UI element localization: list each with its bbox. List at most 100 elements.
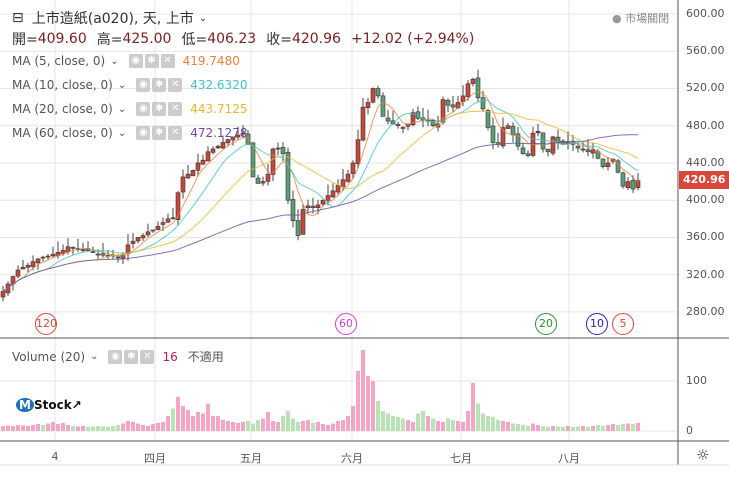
volume-bar xyxy=(366,376,370,431)
gear-icon[interactable]: ✱ xyxy=(152,102,167,116)
price-tick-label: 400.00 xyxy=(686,193,725,207)
period-marker-20[interactable]: 20 xyxy=(535,313,557,335)
volume-bar xyxy=(286,411,290,431)
period-marker-60[interactable]: 60 xyxy=(335,313,357,335)
volume-label: Volume (20) xyxy=(12,349,86,364)
gear-icon[interactable]: ✱ xyxy=(144,54,159,68)
gear-icon[interactable]: ✱ xyxy=(152,126,167,140)
period-marker-10[interactable]: 10 xyxy=(586,313,608,335)
ma-value: 432.6320 xyxy=(190,78,248,92)
candle-up xyxy=(590,149,596,154)
chevron-down-icon[interactable]: ⌄ xyxy=(117,127,127,139)
volume-bar xyxy=(411,422,415,431)
time-tick-label: 六月 xyxy=(341,452,363,465)
eye-icon[interactable]: ◉ xyxy=(136,126,151,140)
close-icon[interactable]: ✕ xyxy=(160,54,175,68)
volume-bar xyxy=(596,425,600,431)
volume-bar xyxy=(351,406,355,431)
ma-60-legend[interactable]: MA (60, close, 0) ⌄ ◉ ✱ ✕ 472.1278 xyxy=(12,126,247,140)
volume-bar xyxy=(601,426,605,431)
volume-bar xyxy=(211,416,215,431)
volume-bar xyxy=(231,422,235,431)
close-icon[interactable]: ✕ xyxy=(168,126,183,140)
volume-bar xyxy=(546,427,550,431)
square-minus-icon[interactable]: ⊟ xyxy=(12,10,24,26)
chevron-down-icon[interactable]: ⌄ xyxy=(110,55,119,67)
ma-value: 419.7480 xyxy=(182,54,240,68)
volume-bar xyxy=(116,425,120,431)
close-icon[interactable]: ✕ xyxy=(168,78,183,92)
gear-icon[interactable]: ✱ xyxy=(124,349,139,364)
candle-up xyxy=(135,237,141,242)
ma-20-legend[interactable]: MA (20, close, 0) ⌄ ◉ ✱ ✕ 443.7125 xyxy=(12,102,247,116)
ma-5-legend[interactable]: MA (5, close, 0) ⌄ ◉ ✱ ✕ 419.7480 xyxy=(12,54,240,68)
ma-label: MA (10, close, 0) xyxy=(12,78,113,92)
volume-bar xyxy=(371,381,375,431)
eye-icon[interactable]: ◉ xyxy=(136,102,151,116)
ma-value: 443.7125 xyxy=(190,102,248,116)
chevron-down-icon[interactable]: ⌄ xyxy=(198,12,208,24)
price-tick-label: 320.00 xyxy=(686,267,725,281)
volume-bar xyxy=(626,423,630,431)
candle-up xyxy=(305,205,311,209)
candle-up xyxy=(410,112,416,125)
volume-bar xyxy=(36,424,40,431)
close-icon[interactable]: ✕ xyxy=(140,349,155,364)
volume-bar xyxy=(301,421,305,431)
volume-bar xyxy=(451,420,455,431)
candle-down xyxy=(480,97,486,110)
volume-bar xyxy=(476,403,480,431)
volume-bar xyxy=(171,408,175,431)
volume-bar xyxy=(296,422,300,431)
period-marker-120[interactable]: 120 xyxy=(35,313,57,335)
candle-up xyxy=(140,235,146,239)
chevron-down-icon[interactable]: ⌄ xyxy=(117,79,127,91)
period-marker-5[interactable]: 5 xyxy=(612,313,634,335)
candle-up xyxy=(80,249,86,251)
candle-up xyxy=(180,176,186,193)
close-icon[interactable]: ✕ xyxy=(168,102,183,116)
price-tick-label: 600.00 xyxy=(686,7,725,20)
volume-bar xyxy=(471,383,475,431)
settings-gear-icon[interactable]: ☼ xyxy=(696,446,710,464)
candle-up xyxy=(155,225,161,230)
volume-bar xyxy=(306,420,310,431)
time-tick-label: 四月 xyxy=(144,452,166,465)
candle-down xyxy=(95,253,101,256)
candle-down xyxy=(525,153,531,156)
candle-up xyxy=(365,102,371,108)
volume-bar xyxy=(181,406,185,431)
gear-icon[interactable]: ✱ xyxy=(152,78,167,92)
volume-bar xyxy=(431,418,435,431)
volume-bar xyxy=(561,427,565,431)
volume-bar xyxy=(256,420,260,431)
candle-up xyxy=(225,139,231,144)
candle-up xyxy=(340,179,346,188)
chevron-down-icon[interactable]: ⌄ xyxy=(90,351,99,362)
candle-up xyxy=(465,83,471,97)
chevron-down-icon[interactable]: ⌄ xyxy=(117,103,127,115)
candle-up xyxy=(270,148,276,175)
volume-bar xyxy=(631,424,635,431)
volume-bar xyxy=(336,421,340,431)
candle-up xyxy=(205,151,211,162)
volume-bar xyxy=(491,417,495,431)
candle-up xyxy=(265,173,271,182)
candle-up xyxy=(25,265,31,268)
eye-icon[interactable]: ◉ xyxy=(108,349,123,364)
volume-bar xyxy=(556,426,560,431)
volume-bar xyxy=(611,424,615,431)
volume-legend[interactable]: Volume (20) ⌄ ◉ ✱ ✕ 16 不適用 xyxy=(12,348,224,365)
volume-bar xyxy=(636,423,640,431)
volume-bar xyxy=(316,422,320,431)
volume-bar xyxy=(161,422,165,431)
ma-value: 472.1278 xyxy=(190,126,248,140)
eye-icon[interactable]: ◉ xyxy=(128,54,143,68)
candle-down xyxy=(445,100,451,106)
ma-10-legend[interactable]: MA (10, close, 0) ⌄ ◉ ✱ ✕ 432.6320 xyxy=(12,78,247,92)
candle-down xyxy=(450,104,456,108)
eye-icon[interactable]: ◉ xyxy=(136,78,151,92)
symbol-title[interactable]: ⊟ 上市造紙(a020), 天, 上市 ⌄ xyxy=(12,8,207,28)
candle-down xyxy=(520,147,526,154)
